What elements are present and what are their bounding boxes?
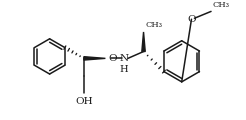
Text: H: H bbox=[120, 65, 128, 74]
Text: N: N bbox=[119, 54, 129, 63]
Text: CH₃: CH₃ bbox=[145, 21, 163, 29]
Text: CH₃: CH₃ bbox=[213, 1, 230, 9]
Polygon shape bbox=[142, 32, 145, 51]
Text: O: O bbox=[187, 15, 196, 24]
Text: O: O bbox=[108, 54, 117, 63]
Text: OH: OH bbox=[75, 96, 93, 105]
Polygon shape bbox=[84, 57, 105, 60]
